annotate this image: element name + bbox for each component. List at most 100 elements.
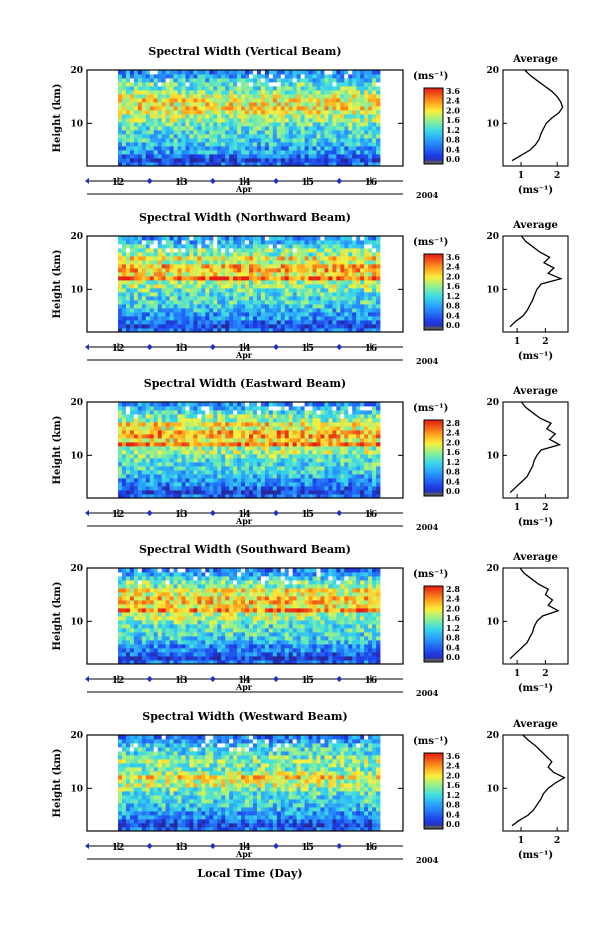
heatmap-cell bbox=[332, 134, 337, 139]
heatmap-cell bbox=[284, 490, 290, 495]
heatmap-cell bbox=[237, 454, 242, 459]
heatmap-cell bbox=[121, 94, 127, 99]
heatmap-cell bbox=[284, 296, 290, 301]
heatmap-cell bbox=[181, 138, 186, 143]
heatmap-cell bbox=[348, 490, 353, 495]
heatmap-cell bbox=[264, 268, 270, 273]
heatmap-cell bbox=[256, 304, 262, 309]
heatmap-cell bbox=[177, 146, 182, 151]
heatmap-cell bbox=[129, 126, 135, 131]
heatmap-cell bbox=[217, 284, 222, 289]
heatmap-cell bbox=[201, 70, 206, 75]
heatmap-cell bbox=[272, 320, 278, 325]
heatmap-cell bbox=[316, 82, 321, 87]
heatmap-cell bbox=[205, 74, 210, 79]
heatmap-cell bbox=[344, 264, 349, 269]
heatmap-cell bbox=[205, 494, 210, 499]
heatmap-cell bbox=[352, 292, 357, 297]
heatmap-cell bbox=[376, 490, 381, 495]
heatmap-cell bbox=[260, 272, 266, 277]
heatmap-cell bbox=[320, 446, 325, 451]
heatmap-cell bbox=[336, 74, 341, 79]
y-axis-label: Height (km) bbox=[52, 250, 63, 319]
heatmap-cell bbox=[320, 78, 325, 83]
heatmap-cell bbox=[348, 98, 353, 103]
heatmap-cell bbox=[177, 106, 182, 111]
colorbar-swatch bbox=[424, 454, 443, 457]
heatmap-cell bbox=[141, 304, 147, 309]
heatmap-cell bbox=[308, 106, 313, 111]
heatmap-cell bbox=[364, 260, 369, 265]
heatmap-cell bbox=[177, 494, 182, 499]
heatmap-cell bbox=[249, 70, 254, 75]
heatmap-cell bbox=[328, 458, 333, 463]
heatmap-cell bbox=[320, 308, 325, 313]
heatmap-cell bbox=[264, 154, 270, 159]
heatmap-cell bbox=[217, 118, 222, 123]
heatmap-cell bbox=[241, 406, 246, 411]
heatmap-cell bbox=[300, 248, 305, 253]
heatmap-cell bbox=[300, 70, 305, 75]
heatmap-cell bbox=[300, 486, 305, 491]
heatmap-cell bbox=[118, 78, 123, 83]
heatmap-cell bbox=[129, 490, 135, 495]
heatmap-cell bbox=[284, 450, 290, 455]
heatmap-cell bbox=[137, 328, 143, 333]
time-marker bbox=[209, 178, 216, 184]
heatmap-cell bbox=[237, 114, 242, 119]
heatmap-cell bbox=[252, 272, 258, 277]
heatmap-cell bbox=[340, 280, 345, 285]
heatmap-cell bbox=[320, 90, 325, 95]
heatmap-cell bbox=[324, 134, 329, 139]
heatmap-cell bbox=[185, 446, 190, 451]
heatmap-cell bbox=[372, 478, 377, 483]
heatmap-cell bbox=[145, 158, 151, 163]
heatmap-cell bbox=[304, 70, 309, 75]
colorbar-swatch bbox=[424, 461, 443, 465]
heatmap-cell bbox=[209, 162, 214, 167]
heatmap-cell bbox=[268, 478, 274, 483]
heatmap-cell bbox=[145, 110, 151, 115]
heatmap-cell bbox=[300, 110, 305, 115]
heatmap-cell bbox=[157, 312, 163, 317]
heatmap-cell bbox=[213, 316, 218, 321]
heatmap-cell bbox=[125, 494, 131, 499]
heatmap-cell bbox=[376, 478, 381, 483]
heatmap-cell bbox=[141, 288, 147, 293]
heatmap-gap bbox=[118, 244, 123, 249]
heatmap-cell bbox=[121, 308, 127, 313]
heatmap-cell bbox=[348, 268, 353, 273]
heatmap-cell bbox=[268, 150, 274, 155]
heatmap-cell bbox=[344, 316, 349, 321]
heatmap-cell bbox=[173, 458, 178, 463]
heatmap-cell bbox=[245, 138, 250, 143]
heatmap-cell bbox=[217, 98, 222, 103]
heatmap-cell bbox=[241, 470, 246, 475]
heatmap-cell bbox=[356, 236, 361, 241]
heatmap-cell bbox=[296, 98, 302, 103]
heatmap-cell bbox=[292, 130, 298, 135]
heatmap-cell bbox=[165, 450, 171, 455]
heatmap-cell bbox=[276, 134, 282, 139]
heatmap-cell bbox=[348, 478, 353, 483]
heatmap-cell bbox=[161, 118, 167, 123]
heatmap-cell bbox=[360, 312, 365, 317]
heatmap-cell bbox=[141, 256, 147, 261]
heatmap-cell bbox=[181, 442, 186, 447]
heatmap-cell bbox=[213, 490, 218, 495]
heatmap-cell bbox=[245, 276, 250, 281]
heatmap-gap bbox=[292, 248, 298, 253]
heatmap-cell bbox=[344, 146, 349, 151]
heatmap-cell bbox=[352, 94, 357, 99]
heatmap-cell bbox=[157, 276, 163, 281]
heatmap-cell bbox=[149, 288, 155, 293]
heatmap-cell bbox=[304, 304, 309, 309]
heatmap-cell bbox=[121, 146, 127, 151]
heatmap-cell bbox=[264, 82, 270, 87]
colorbar-swatch bbox=[424, 465, 443, 468]
heatmap-cell bbox=[145, 494, 151, 499]
heatmap-cell bbox=[141, 312, 147, 317]
colorbar-swatch bbox=[424, 99, 443, 102]
heatmap-cell bbox=[205, 138, 210, 143]
heatmap-cell bbox=[364, 470, 369, 475]
